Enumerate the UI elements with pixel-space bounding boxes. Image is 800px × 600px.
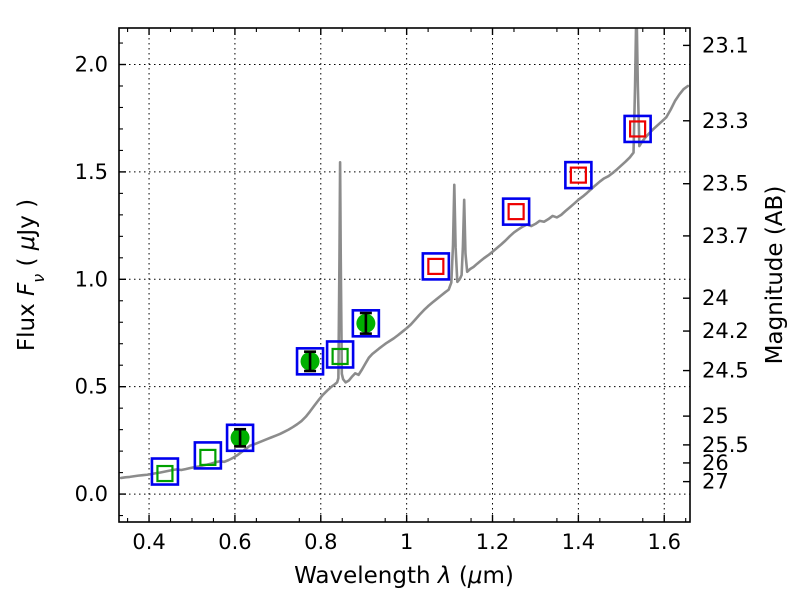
blue-open-square-marker <box>295 347 325 376</box>
green-open-square-marker <box>199 448 217 467</box>
x-tick-label-0: 0.4 <box>132 530 165 554</box>
y-axis-title-text: Flux Fν ( μJy ) <box>14 199 48 351</box>
mag-tick-label-1: 23.3 <box>702 109 749 133</box>
x-tick-label-1: 0.6 <box>218 530 251 554</box>
mag-tick-label-6: 24.5 <box>702 359 749 383</box>
x-tick-label-4: 1.2 <box>476 530 509 554</box>
blue-open-square-marker <box>623 114 652 144</box>
x-tick-label-3: 1 <box>400 530 413 554</box>
y-tick-label-3: 1.5 <box>75 160 108 184</box>
mag-tick-label-10: 27 <box>702 470 729 494</box>
data-markers-layer <box>150 114 652 486</box>
data-point-1-0 <box>150 457 180 486</box>
mag-tick-label-0: 23.1 <box>702 33 749 57</box>
tick-labels: 0.4 0.6 0.8 1 1.2 1.4 1.6 0.0 0.5 1.0 1.5 2.0 23.1 23… <box>75 33 749 554</box>
mag-tick-label-9: 26 <box>702 451 729 475</box>
green-open-square-marker <box>156 464 174 483</box>
red-open-square-marker <box>629 120 647 138</box>
spectrum-curve-layer <box>119 28 690 480</box>
red-open-square-marker <box>507 203 525 221</box>
blue-open-square-marker <box>225 423 255 453</box>
data-point-2-3 <box>623 114 652 144</box>
y-tick-label-4: 2.0 <box>75 53 108 77</box>
mag-tick-label-3: 23.7 <box>702 224 749 248</box>
y-tick-label-0: 0.0 <box>75 482 108 506</box>
data-point-2-2 <box>564 160 593 190</box>
blue-open-square-marker <box>193 441 223 470</box>
mag-tick-label-5: 24.2 <box>702 319 749 343</box>
y-axis-right-title-text: Magnitude (AB) <box>762 186 788 365</box>
mag-tick-label-7: 25 <box>702 404 729 428</box>
mag-tick-label-2: 23.5 <box>702 172 749 196</box>
data-point-2-0 <box>421 252 451 281</box>
axes-frame <box>118 27 691 523</box>
blue-open-square-marker <box>325 340 355 369</box>
data-point-1-2 <box>325 340 355 369</box>
data-point-0-0 <box>295 347 325 376</box>
red-open-square-marker <box>427 257 445 276</box>
blue-open-square-marker <box>421 252 451 281</box>
x-axis-title: Wavelength λ (μm) <box>294 563 514 589</box>
mag-tick-label-8: 25.5 <box>702 433 749 457</box>
spectrum-curve <box>119 28 690 480</box>
x-tick-label-6: 1.6 <box>648 530 681 554</box>
x-axis-title-text: Wavelength λ (μm) <box>294 563 514 589</box>
blue-open-square-marker <box>501 197 531 226</box>
data-point-2-1 <box>501 197 531 226</box>
y-axis-right-title: Magnitude (AB) <box>762 186 788 365</box>
data-point-1-1 <box>193 441 223 470</box>
blue-open-square-marker <box>564 160 593 190</box>
mag-tick-label-4: 24 <box>702 286 729 310</box>
y-tick-label-1: 0.5 <box>75 375 108 399</box>
y-tick-label-2: 1.0 <box>75 267 108 291</box>
green-open-square-marker <box>331 347 349 366</box>
data-point-0-2 <box>225 423 255 453</box>
blue-open-square-marker <box>150 457 180 486</box>
plot-frame-rect <box>118 27 691 523</box>
x-tick-label-5: 1.4 <box>562 530 595 554</box>
x-tick-label-2: 0.8 <box>304 530 337 554</box>
y-axis-title: Flux Fν ( μJy ) <box>14 199 48 351</box>
tick-marks <box>119 28 690 522</box>
red-open-square-marker <box>569 166 587 184</box>
data-point-0-1 <box>351 309 381 338</box>
blue-open-square-marker <box>351 309 381 338</box>
grid-lines <box>119 28 690 522</box>
